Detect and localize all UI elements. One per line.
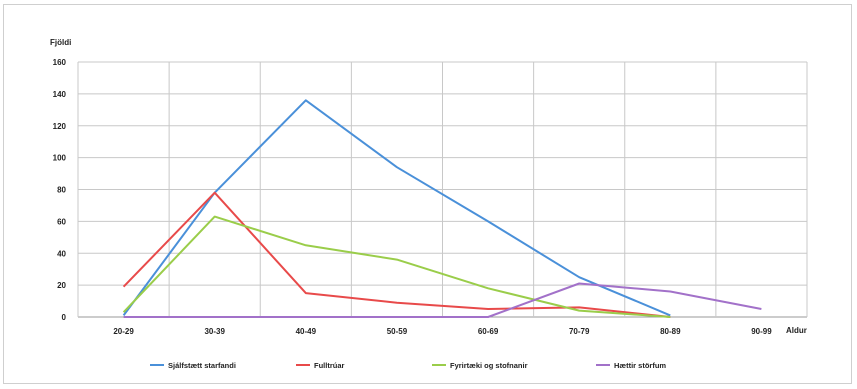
y-tick-label: 60	[57, 217, 66, 226]
x-tick-label: 30-39	[204, 327, 225, 336]
x-tick-label: 20-29	[113, 327, 134, 336]
y-tick-label: 120	[53, 122, 67, 131]
grid	[77, 61, 808, 318]
legend-label: Fulltrúar	[314, 361, 344, 370]
legend-item: Fyrirtæki og stofnanir	[432, 361, 528, 370]
legend-item: Sjálfstætt starfandi	[150, 361, 236, 370]
y-tick-label: 0	[62, 313, 67, 322]
y-tick-label: 20	[57, 281, 66, 290]
x-tick-label: 70-79	[569, 327, 590, 336]
x-tick-label: 50-59	[387, 327, 408, 336]
legend-item: Fulltrúar	[296, 361, 344, 370]
y-axis-label: Fjöldi	[50, 38, 71, 47]
y-tick-label: 140	[53, 90, 67, 99]
legend-label: Hættir störfum	[614, 361, 666, 370]
y-tick-label: 100	[53, 154, 67, 163]
legend: Sjálfstætt starfandi Fulltrúar Fyrirtæki o…	[150, 361, 666, 370]
series-line	[123, 282, 762, 318]
legend-label: Fyrirtæki og stofnanir	[450, 361, 528, 370]
x-tick-label: 90-99	[751, 327, 772, 336]
y-axis-ticks: 0 20 40 60 80 100 120 140 160	[53, 58, 67, 322]
x-tick-label: 80-89	[660, 327, 681, 336]
y-tick-label: 80	[57, 186, 66, 195]
x-axis-label: Aldur	[786, 326, 807, 335]
series-line	[122, 99, 671, 317]
legend-label: Sjálfstætt starfandi	[168, 361, 236, 370]
series-lines	[122, 99, 762, 318]
x-tick-label: 60-69	[478, 327, 499, 336]
chart-frame	[3, 4, 852, 384]
legend-item: Hættir störfum	[596, 361, 666, 370]
x-axis-ticks: 20-29 30-39 40-49 50-59 60-69 70-79 80-89 90-99	[113, 327, 772, 336]
series-line	[122, 215, 671, 318]
y-tick-label: 160	[53, 58, 67, 67]
series-line	[122, 191, 671, 318]
x-tick-label: 40-49	[296, 327, 317, 336]
y-tick-label: 40	[57, 249, 66, 258]
